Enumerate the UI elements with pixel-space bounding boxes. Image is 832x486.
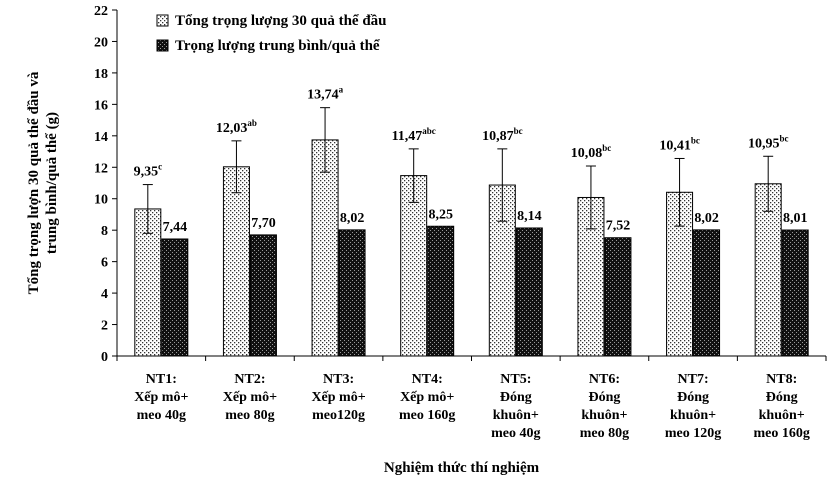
data-label-average: 8,01 — [783, 211, 808, 226]
bar-total-30 — [754, 183, 782, 357]
x-category-label: NT2: Xếp mô+ meo 80g — [223, 372, 277, 423]
bar-average-per-fruit — [515, 227, 543, 357]
bar-average-per-fruit — [427, 225, 455, 357]
data-label-average: 7,44 — [163, 220, 188, 235]
y-tick-label: 8 — [101, 224, 108, 239]
y-tick-label: 16 — [94, 98, 108, 113]
x-category-label: NT4: Xếp mô+ meo 160g — [399, 372, 455, 423]
x-category-label: NT3: Xếp mô+ meo120g — [311, 372, 365, 423]
data-label-average: 8,02 — [694, 211, 719, 226]
data-label-average: 7,52 — [606, 219, 631, 234]
y-tick-label: 2 — [101, 319, 108, 334]
bar-average-per-fruit — [781, 229, 809, 357]
bar-average-per-fruit — [161, 238, 189, 357]
data-label-average: 8,14 — [517, 209, 542, 224]
y-tick-label: 4 — [101, 287, 108, 302]
y-tick-label: 12 — [94, 161, 108, 176]
data-label-total-30: 10,08bc — [571, 143, 612, 161]
x-category-label: NT1: Xếp mô+ meo 40g — [134, 372, 188, 423]
y-tick-label: 22 — [94, 4, 108, 19]
data-label-total-30: 10,41bc — [659, 135, 700, 153]
data-label-total-30: 9,35c — [134, 162, 163, 180]
y-tick-label: 18 — [94, 67, 108, 82]
bar-average-per-fruit — [338, 229, 366, 357]
bar-average-per-fruit — [249, 234, 277, 357]
x-axis-title: Nghiệm thức thí nghiệm — [384, 460, 540, 476]
data-label-total-30: 12,03ab — [216, 118, 257, 136]
x-category-label: NT7: Đóng khuôn+ meo 120g — [665, 372, 721, 441]
y-axis-title: Tổng trọng lượn 30 quả thể đầu và trung b… — [26, 71, 60, 294]
bar-total-30 — [311, 139, 339, 357]
y-tick-label: 6 — [101, 256, 108, 271]
bar-average-per-fruit — [693, 229, 721, 357]
x-category-label: NT6: Đóng khuôn+ meo 80g — [580, 372, 629, 441]
data-label-total-30: 11,47abc — [392, 126, 436, 144]
y-tick-label: 0 — [101, 350, 108, 365]
data-label-average: 8,02 — [340, 211, 365, 226]
data-label-average: 7,70 — [251, 216, 276, 231]
y-tick-label: 10 — [94, 193, 108, 208]
legend-label-average: Trọng lượng trung bình/quả thể — [175, 38, 380, 54]
legend-swatch-average — [156, 39, 169, 52]
legend-label-total-30: Tổng trọng lượng 30 quả thể đầu — [175, 13, 387, 29]
y-tick-label: 14 — [94, 130, 108, 145]
data-label-total-30: 10,87bc — [482, 126, 523, 144]
bar-average-per-fruit — [604, 237, 632, 357]
x-category-label: NT5: Đóng khuôn+ meo 40g — [491, 372, 540, 441]
data-label-total-30: 13,74a — [307, 85, 344, 103]
data-label-average: 8,25 — [428, 207, 453, 222]
x-category-label: NT8: Đóng khuôn+ meo 160g — [753, 372, 809, 441]
bar-total-30 — [222, 166, 250, 357]
legend-swatch-total-30 — [156, 14, 169, 27]
data-label-total-30: 10,95bc — [748, 133, 789, 151]
y-tick-label: 20 — [94, 35, 108, 50]
